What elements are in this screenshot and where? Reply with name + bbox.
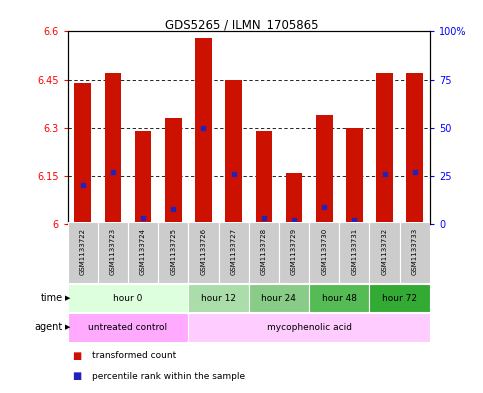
Text: ■: ■ — [72, 351, 82, 361]
Bar — [256, 131, 272, 224]
Bar — [105, 73, 121, 224]
Text: hour 0: hour 0 — [114, 294, 142, 303]
Bar — [346, 128, 363, 224]
Bar — [376, 73, 393, 224]
Text: GSM1133723: GSM1133723 — [110, 228, 116, 275]
Text: hour 48: hour 48 — [322, 294, 357, 303]
Bar — [219, 222, 249, 283]
Bar — [309, 222, 339, 283]
Bar — [369, 222, 400, 283]
Bar — [226, 79, 242, 224]
Bar — [128, 222, 158, 283]
Bar — [74, 83, 91, 224]
Bar — [339, 222, 369, 283]
Text: GDS5265 / ILMN_1705865: GDS5265 / ILMN_1705865 — [165, 18, 318, 31]
Text: GSM1133728: GSM1133728 — [261, 228, 267, 275]
Text: GSM1133733: GSM1133733 — [412, 228, 418, 275]
Bar — [188, 284, 249, 312]
Text: hour 12: hour 12 — [201, 294, 236, 303]
Text: time: time — [41, 293, 63, 303]
Bar — [407, 73, 423, 224]
Text: ■: ■ — [72, 371, 82, 381]
Bar — [68, 284, 188, 312]
Bar — [195, 38, 212, 224]
Bar — [135, 131, 151, 224]
Bar — [165, 118, 182, 224]
Text: hour 24: hour 24 — [261, 294, 297, 303]
Bar — [316, 115, 332, 224]
Text: GSM1133727: GSM1133727 — [231, 228, 237, 275]
Bar — [68, 222, 98, 283]
Text: GSM1133725: GSM1133725 — [170, 228, 176, 275]
Text: ▶: ▶ — [65, 324, 71, 331]
Text: GSM1133726: GSM1133726 — [200, 228, 206, 275]
Bar — [68, 313, 188, 342]
Bar — [369, 284, 430, 312]
Text: mycophenolic acid: mycophenolic acid — [267, 323, 352, 332]
Text: GSM1133722: GSM1133722 — [80, 228, 85, 275]
Bar — [286, 173, 302, 224]
Bar — [158, 222, 188, 283]
Bar — [249, 222, 279, 283]
Text: agent: agent — [35, 322, 63, 332]
Text: GSM1133729: GSM1133729 — [291, 228, 297, 275]
Bar — [188, 222, 219, 283]
Text: ▶: ▶ — [65, 295, 71, 301]
Bar — [309, 284, 369, 312]
Text: hour 72: hour 72 — [382, 294, 417, 303]
Text: GSM1133730: GSM1133730 — [321, 228, 327, 275]
Text: transformed count: transformed count — [92, 351, 176, 360]
Bar — [400, 222, 430, 283]
Text: GSM1133732: GSM1133732 — [382, 228, 387, 275]
Text: percentile rank within the sample: percentile rank within the sample — [92, 372, 245, 380]
Bar — [249, 284, 309, 312]
Bar — [188, 313, 430, 342]
Text: untreated control: untreated control — [88, 323, 168, 332]
Text: GSM1133724: GSM1133724 — [140, 228, 146, 275]
Text: GSM1133731: GSM1133731 — [352, 228, 357, 275]
Bar — [279, 222, 309, 283]
Bar — [98, 222, 128, 283]
